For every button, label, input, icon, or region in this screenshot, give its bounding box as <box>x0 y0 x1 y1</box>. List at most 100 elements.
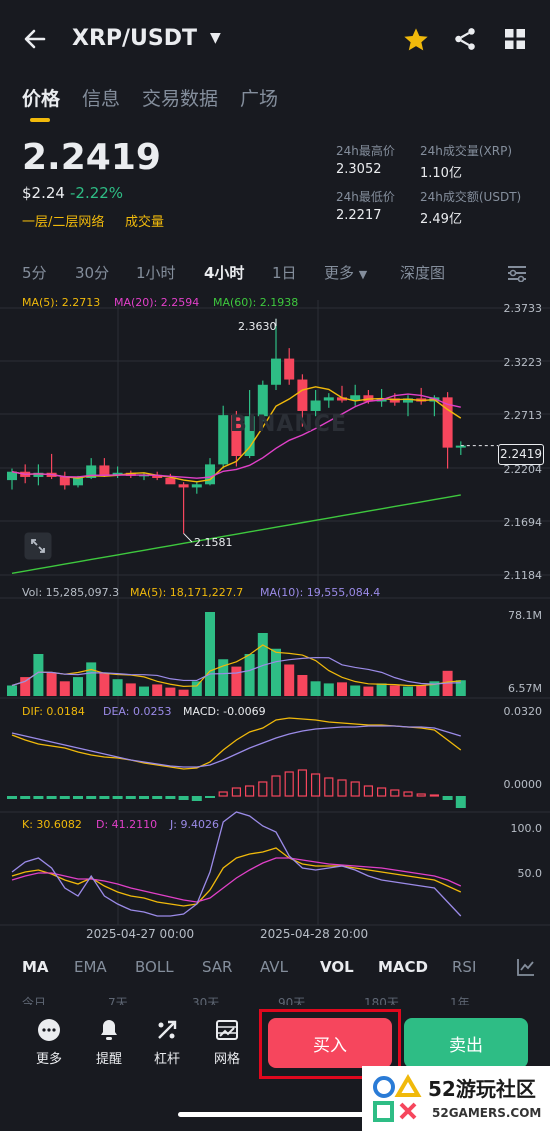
period-1y[interactable]: 1年 <box>450 996 470 1006</box>
amount-value: 2.49亿 <box>420 212 462 227</box>
grid-trading-button[interactable]: 网格 <box>202 1018 252 1067</box>
volume-bar <box>178 689 189 696</box>
ind-rsi[interactable]: RSI <box>452 958 477 976</box>
period-today[interactable]: 今日 <box>22 996 47 1006</box>
ma5-label: MA(5): 2.2713 <box>22 296 101 309</box>
leverage-label: 杠杆 <box>153 1052 180 1067</box>
period-7d[interactable]: 7天 <box>108 996 128 1006</box>
candle-body <box>165 478 176 485</box>
macd-bar <box>350 781 360 797</box>
ind-ema[interactable]: EMA <box>74 958 107 976</box>
macd-bar <box>59 796 70 799</box>
period-30d[interactable]: 30天 <box>192 996 220 1006</box>
buy-button[interactable]: 买入 <box>268 1018 392 1068</box>
macd-bar <box>218 791 228 797</box>
ma60-label: MA(60): 2.1938 <box>213 296 299 309</box>
chart-settings-icon[interactable] <box>506 264 528 282</box>
watermark-title: 52游玩社区 <box>428 1077 536 1101</box>
alert-button[interactable]: 提醒 <box>84 1018 134 1067</box>
grid-icon[interactable] <box>504 28 526 50</box>
low-value: 2.2217 <box>336 208 382 223</box>
grid-trading-icon <box>216 1020 238 1040</box>
category-tag[interactable]: 一层/二层网络 <box>22 215 105 230</box>
volume-bar <box>416 685 427 696</box>
ma60-line <box>11 494 461 575</box>
tab-price[interactable]: 价格 <box>22 88 61 110</box>
volume-bar <box>297 675 308 696</box>
pair-dropdown-icon[interactable]: ▼ <box>210 30 221 46</box>
volume-tag[interactable]: 成交量 <box>125 215 165 230</box>
volume-bar <box>73 677 83 696</box>
gamepad-logo-icon <box>373 1074 422 1122</box>
ind-vol[interactable]: VOL <box>320 958 354 976</box>
watermark-subtitle: 52GAMERS.COM <box>432 1106 542 1120</box>
low-price-marker: 2.1581 <box>194 536 233 549</box>
volume-bar <box>429 681 440 696</box>
page-tabs: 价格 信息 交易数据 广场 <box>22 84 278 111</box>
dea-label: DEA: 0.0253 <box>103 705 172 718</box>
tab-trading-data[interactable]: 交易数据 <box>142 88 219 110</box>
candle-body <box>403 398 413 403</box>
volume-bar <box>403 686 413 696</box>
candle-body <box>86 465 97 479</box>
home-indicator <box>178 1112 370 1117</box>
ind-ma[interactable]: MA <box>22 958 49 976</box>
interval-1h[interactable]: 1小时 <box>136 264 176 282</box>
interval-1d[interactable]: 1日 <box>272 264 297 282</box>
k-label: K: 30.6082 <box>22 818 82 831</box>
macd-bar <box>165 796 176 799</box>
ma20-line <box>11 393 461 479</box>
interval-more[interactable]: 更多 ▼ <box>324 264 368 282</box>
macd-bar <box>73 796 83 799</box>
pair-title[interactable]: XRP/USDT <box>72 26 198 51</box>
volume-bar <box>205 612 215 696</box>
volume-bar <box>363 686 374 696</box>
period-90d[interactable]: 90天 <box>278 996 306 1006</box>
ind-macd[interactable]: MACD <box>378 958 428 976</box>
price-axis-label: 2.1184 <box>503 569 543 582</box>
more-button[interactable]: 更多 <box>24 1018 74 1067</box>
candle-body <box>257 384 268 417</box>
candle-body <box>73 478 83 486</box>
tab-square[interactable]: 广场 <box>240 88 279 110</box>
volume-value: 1.10亿 <box>420 166 462 181</box>
volume-bar <box>337 682 347 696</box>
usd-price: $2.24 <box>22 184 65 202</box>
candle-body <box>99 465 110 475</box>
star-icon[interactable] <box>402 26 430 54</box>
volume-bar <box>165 687 176 696</box>
last-price: 2.2419 <box>22 137 161 178</box>
interval-4h[interactable]: 4小时 <box>204 264 245 282</box>
alert-label: 提醒 <box>95 1052 122 1067</box>
vol-label: Vol: 15,285,097.3 <box>22 586 120 599</box>
fullscreen-icon[interactable] <box>24 532 52 560</box>
kline-chart[interactable] <box>0 290 550 950</box>
volume-bar <box>231 666 242 696</box>
interval-30m[interactable]: 30分 <box>75 264 110 282</box>
ind-avl[interactable]: AVL <box>260 958 288 976</box>
high-price-marker: 2.3630 <box>238 320 277 333</box>
indicator-settings-icon[interactable] <box>516 957 536 977</box>
price-axis-label: 2.3733 <box>503 302 543 315</box>
interval-5m[interactable]: 5分 <box>22 264 47 282</box>
buy-button-highlight <box>259 1009 401 1079</box>
ind-sar[interactable]: SAR <box>202 958 233 976</box>
volume-bar <box>125 683 136 696</box>
candle-body <box>323 397 334 401</box>
x-axis-label: 2025-04-28 20:00 <box>260 927 369 941</box>
ind-boll[interactable]: BOLL <box>135 958 174 976</box>
depth-chart-tab[interactable]: 深度图 <box>400 264 446 282</box>
leverage-button[interactable]: 杠杆 <box>142 1018 192 1067</box>
dif-line <box>11 717 462 770</box>
macd-bar <box>390 789 400 797</box>
sell-button[interactable]: 卖出 <box>404 1018 528 1068</box>
tab-info[interactable]: 信息 <box>82 88 121 110</box>
period-180d[interactable]: 180天 <box>364 996 399 1006</box>
volume-bar <box>244 654 255 696</box>
vol-ma10-label: MA(10): 19,555,084.4 <box>260 586 381 599</box>
candle-body <box>205 464 215 485</box>
volume-bar <box>191 681 202 696</box>
d-line <box>11 857 462 903</box>
arrow-left-icon[interactable] <box>20 24 50 54</box>
share-icon[interactable] <box>452 26 478 52</box>
